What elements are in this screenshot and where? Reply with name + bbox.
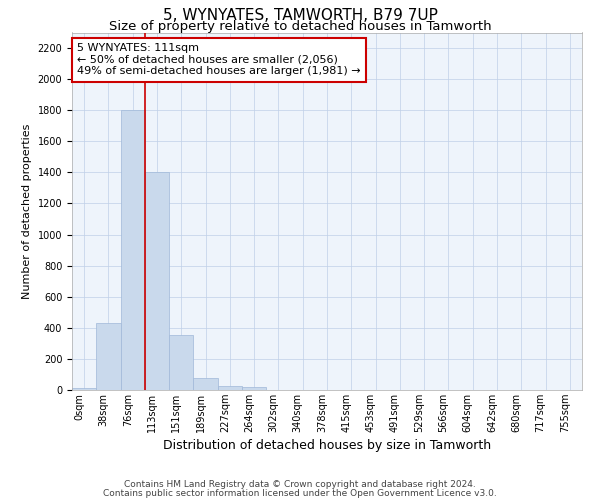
Bar bbox=[193, 378, 218, 390]
X-axis label: Distribution of detached houses by size in Tamworth: Distribution of detached houses by size … bbox=[163, 439, 491, 452]
Text: 5, WYNYATES, TAMWORTH, B79 7UP: 5, WYNYATES, TAMWORTH, B79 7UP bbox=[163, 8, 437, 22]
Text: Contains public sector information licensed under the Open Government Licence v3: Contains public sector information licen… bbox=[103, 488, 497, 498]
Y-axis label: Number of detached properties: Number of detached properties bbox=[22, 124, 32, 299]
Text: Contains HM Land Registry data © Crown copyright and database right 2024.: Contains HM Land Registry data © Crown c… bbox=[124, 480, 476, 489]
Bar bbox=[72, 388, 96, 390]
Bar bbox=[169, 335, 193, 390]
Text: 5 WYNYATES: 111sqm
← 50% of detached houses are smaller (2,056)
49% of semi-deta: 5 WYNYATES: 111sqm ← 50% of detached hou… bbox=[77, 43, 361, 76]
Text: Size of property relative to detached houses in Tamworth: Size of property relative to detached ho… bbox=[109, 20, 491, 33]
Bar bbox=[121, 110, 145, 390]
Bar bbox=[96, 323, 121, 390]
Bar bbox=[218, 386, 242, 390]
Bar bbox=[242, 387, 266, 390]
Bar bbox=[145, 172, 169, 390]
